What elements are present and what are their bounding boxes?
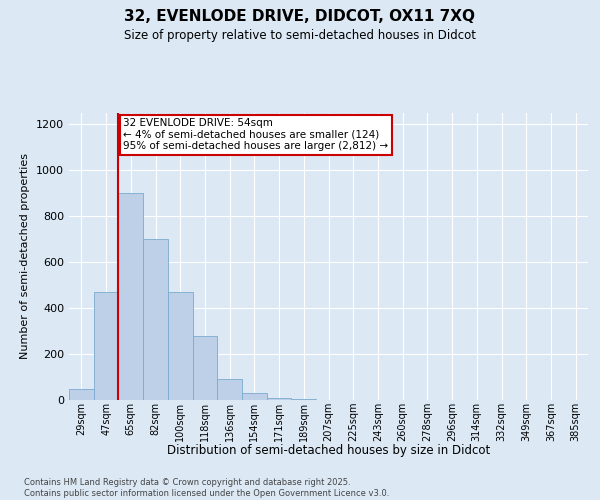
- Bar: [193, 336, 217, 400]
- Text: 32 EVENLODE DRIVE: 54sqm
← 4% of semi-detached houses are smaller (124)
95% of s: 32 EVENLODE DRIVE: 54sqm ← 4% of semi-de…: [124, 118, 389, 152]
- Text: Contains HM Land Registry data © Crown copyright and database right 2025.
Contai: Contains HM Land Registry data © Crown c…: [24, 478, 389, 498]
- Bar: [143, 239, 168, 400]
- X-axis label: Distribution of semi-detached houses by size in Didcot: Distribution of semi-detached houses by …: [167, 444, 490, 456]
- Text: Size of property relative to semi-detached houses in Didcot: Size of property relative to semi-detach…: [124, 29, 476, 42]
- Bar: [69, 388, 94, 400]
- Bar: [94, 292, 118, 400]
- Y-axis label: Number of semi-detached properties: Number of semi-detached properties: [20, 153, 31, 359]
- Bar: [242, 393, 267, 400]
- Bar: [267, 398, 292, 400]
- Text: 32, EVENLODE DRIVE, DIDCOT, OX11 7XQ: 32, EVENLODE DRIVE, DIDCOT, OX11 7XQ: [125, 9, 476, 24]
- Bar: [217, 380, 242, 400]
- Bar: [118, 193, 143, 400]
- Bar: [168, 292, 193, 400]
